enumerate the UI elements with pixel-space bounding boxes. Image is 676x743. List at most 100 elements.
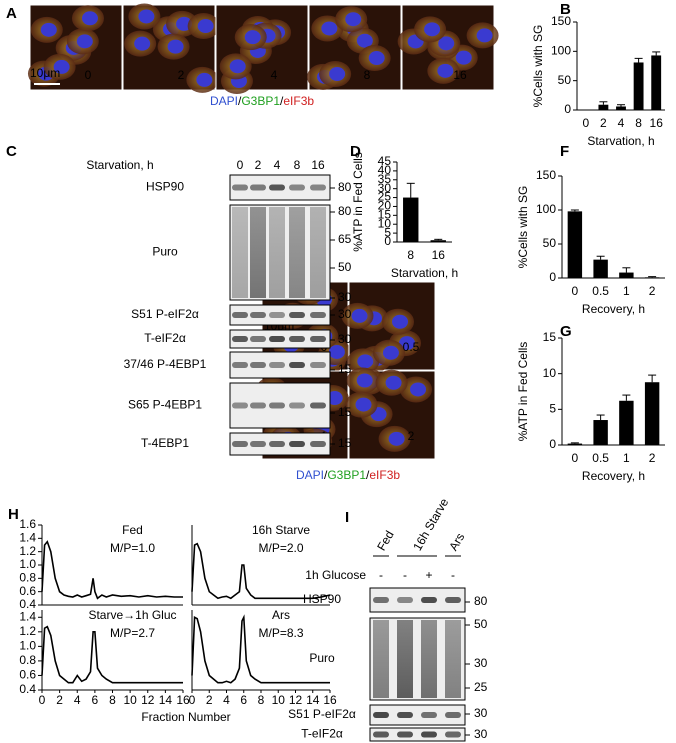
mw-label: 80 xyxy=(338,204,352,218)
x-tick-label: 16 xyxy=(650,116,664,130)
x-tick-label: 6 xyxy=(240,693,247,707)
y-tick-label: 0.4 xyxy=(19,597,36,611)
time-label: 8 xyxy=(364,68,371,82)
y-tick-label: 0 xyxy=(549,270,556,284)
band xyxy=(250,402,266,409)
bar xyxy=(644,382,660,445)
band xyxy=(397,712,413,718)
band xyxy=(397,597,413,603)
y-tick-label: 1.2 xyxy=(19,624,36,638)
band xyxy=(232,402,248,409)
mw-label: 80 xyxy=(338,180,352,194)
mw-label: 30 xyxy=(338,332,352,346)
band xyxy=(421,731,437,738)
x-tick-label: 0 xyxy=(572,451,579,465)
mw-label: 30 xyxy=(338,307,352,321)
x-tick-label: 12 xyxy=(289,693,303,707)
y-axis-label: %ATP in Fed Cells xyxy=(351,152,365,252)
bar xyxy=(598,104,609,110)
stain-name: G3BP1 xyxy=(327,468,366,482)
mw-label: 65 xyxy=(338,232,352,246)
y-tick-label: 1.0 xyxy=(19,557,36,571)
nucleus xyxy=(345,12,362,27)
band xyxy=(373,731,389,738)
x-tick-label: 0.5 xyxy=(592,284,609,298)
x-tick-label: 4 xyxy=(223,693,230,707)
band xyxy=(445,712,461,718)
x-tick-label: 2 xyxy=(600,116,607,130)
lane-label: 0 xyxy=(237,158,244,172)
band xyxy=(250,184,266,191)
band xyxy=(232,184,248,191)
nucleus xyxy=(167,39,184,54)
x-tick-label: 2 xyxy=(56,693,63,707)
x-tick-label: 10 xyxy=(123,693,137,707)
y-tick-label: 0.6 xyxy=(19,668,36,682)
stain-name: eIF3b xyxy=(283,94,314,108)
smear xyxy=(269,207,285,298)
y-tick-label: 1.0 xyxy=(19,639,36,653)
panel-letter: D xyxy=(350,143,361,160)
y-tick-label: 150 xyxy=(536,168,556,182)
y-tick-label: 0 xyxy=(549,437,556,451)
lane-label: 4 xyxy=(274,158,281,172)
y-tick-label: 15 xyxy=(543,330,557,344)
nucleus xyxy=(351,308,368,323)
mw-label: 50 xyxy=(338,260,352,274)
band xyxy=(250,362,266,368)
x-axis-label: Recovery, h xyxy=(582,302,645,316)
band xyxy=(289,402,305,409)
band xyxy=(421,712,437,718)
nucleus xyxy=(392,314,409,329)
y-tick-label: 0.8 xyxy=(19,653,36,667)
nucleus xyxy=(76,34,93,49)
treatment-label: 1h Glucose xyxy=(305,568,366,582)
time-label: 2 xyxy=(178,68,185,82)
x-axis-label: Starvation, h xyxy=(587,134,654,148)
x-tick-label: 8 xyxy=(635,116,642,130)
smear xyxy=(250,207,266,298)
y-tick-label: 30 xyxy=(378,181,392,195)
nucleus xyxy=(40,22,57,37)
band xyxy=(250,336,266,342)
panel-letter: H xyxy=(8,506,19,523)
bar xyxy=(619,272,634,278)
band xyxy=(445,731,461,738)
y-tick-label: 100 xyxy=(536,202,556,216)
y-tick-label: 1.4 xyxy=(19,609,36,623)
panel-letter: F xyxy=(560,143,569,160)
x-tick-label: 1 xyxy=(623,284,630,298)
nucleus xyxy=(356,33,373,48)
sign: + xyxy=(425,568,432,582)
x-tick-label: 2 xyxy=(206,693,213,707)
scale-label: 10μm xyxy=(30,66,60,80)
nucleus xyxy=(424,22,441,37)
lane-label: 8 xyxy=(294,158,301,172)
annotation: M/P=2.7 xyxy=(110,626,155,640)
nucleus xyxy=(357,354,374,369)
y-tick-label: 150 xyxy=(551,14,571,28)
profile-line xyxy=(41,625,183,684)
x-tick-label: 0 xyxy=(582,116,589,130)
x-tick-label: 16 xyxy=(176,693,190,707)
mw-label: 30 xyxy=(474,656,488,670)
row-label: Puro xyxy=(152,245,178,259)
stain-name: DAPI xyxy=(210,94,238,108)
mw-label: 15 xyxy=(338,436,352,450)
panel-letter: A xyxy=(6,5,17,22)
annotation: M/P=8.3 xyxy=(258,626,303,640)
mw-label: 30 xyxy=(338,290,352,304)
smear xyxy=(397,620,413,698)
smear xyxy=(445,620,461,698)
time-label: 2 xyxy=(408,429,415,443)
nucleus xyxy=(410,382,427,397)
band xyxy=(289,184,305,191)
x-axis-label: Starvation, h xyxy=(391,266,458,280)
y-tick-label: 1.2 xyxy=(19,544,36,558)
nucleus xyxy=(326,391,343,406)
y-tick-label: 45 xyxy=(378,154,392,168)
stain-legend: DAPI/G3BP1/eIF3b xyxy=(210,94,314,108)
nucleus xyxy=(437,63,454,78)
band xyxy=(232,312,248,318)
y-tick-label: 20 xyxy=(378,199,392,213)
